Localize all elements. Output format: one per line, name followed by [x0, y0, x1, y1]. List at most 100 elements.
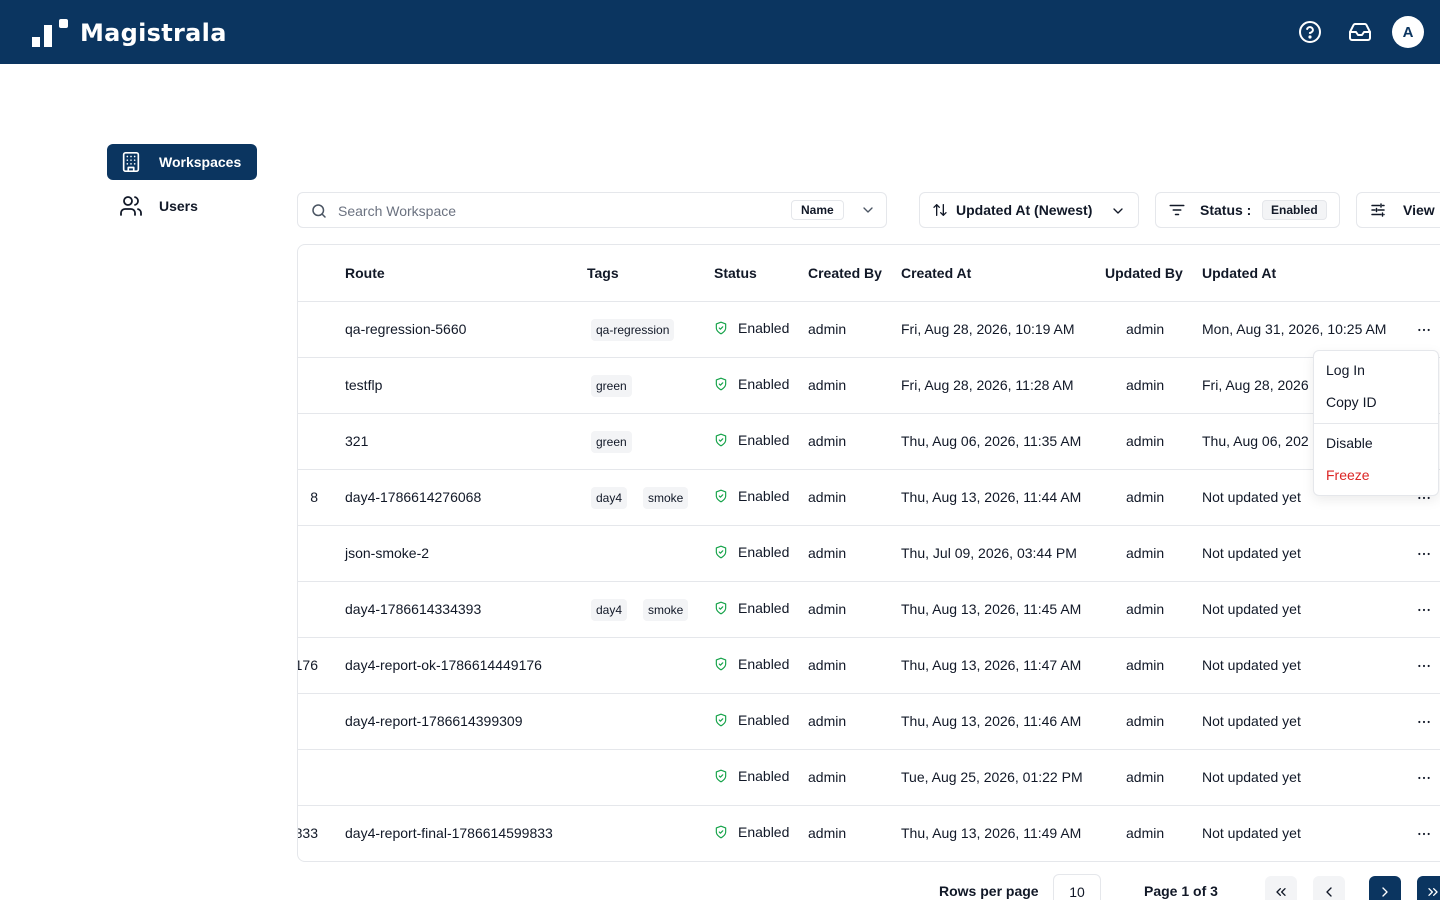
first-page-button[interactable]	[1265, 876, 1297, 900]
next-page-button[interactable]	[1369, 876, 1401, 900]
table-row[interactable]: qa-regression-5660 qa-regression Enabled ad…	[298, 302, 1440, 358]
inbox-icon[interactable]	[1348, 20, 1372, 44]
status-filter-button[interactable]: Status : Enabled	[1155, 192, 1340, 228]
more-actions-icon[interactable]	[1414, 656, 1434, 676]
route-cell: day4-1786614334393	[345, 601, 482, 617]
menu-item-disable[interactable]: Disable	[1326, 435, 1373, 451]
created-by-cell: admin	[808, 601, 847, 617]
view-options-button[interactable]: View	[1356, 192, 1440, 228]
column-header-updated-at[interactable]: Updated At	[1202, 265, 1277, 281]
status-cell: Enabled	[714, 824, 789, 840]
table-row[interactable]: day4-1786614334393 day4 smoke Enabled admin T…	[298, 582, 1440, 638]
menu-item-freeze[interactable]: Freeze	[1326, 467, 1370, 483]
tag-badge: green	[591, 431, 632, 453]
status-cell: Enabled	[714, 320, 789, 336]
status-text: Enabled	[738, 376, 790, 392]
shield-check-icon	[714, 489, 728, 503]
search-placeholder: Search Workspace	[338, 203, 457, 219]
row-actions-menu: Log In Copy ID Disable Freeze	[1313, 350, 1439, 496]
status-cell: Enabled	[714, 712, 789, 728]
created-at-cell: Thu, Aug 06, 2026, 11:35 AM	[901, 433, 1082, 449]
shield-check-icon	[714, 825, 728, 839]
route-cell: qa-regression-5660	[345, 321, 467, 337]
menu-item-log-in[interactable]: Log In	[1326, 362, 1365, 378]
created-by-cell: admin	[808, 433, 847, 449]
table-row[interactable]: 9833 day4-report-final-1786614599833 Enabl…	[298, 806, 1440, 861]
help-circle-icon[interactable]	[1298, 20, 1322, 44]
shield-check-icon	[714, 433, 728, 447]
rows-per-page-select[interactable]: 10	[1053, 874, 1101, 900]
column-header-status[interactable]: Status	[714, 265, 757, 281]
logo-mark-icon	[32, 19, 68, 47]
table-row[interactable]: day4-report-1786614399309 Enabled admin Thu…	[298, 694, 1440, 750]
workspaces-table: Route Tags Status Created By Created At …	[297, 244, 1440, 862]
status-text: Enabled	[738, 320, 790, 336]
more-actions-icon[interactable]	[1414, 600, 1434, 620]
search-input[interactable]: Search Workspace Name	[297, 192, 887, 228]
created-by-cell: admin	[808, 489, 847, 505]
table-row[interactable]: 176 day4-report-ok-1786614449176 Enabled ad…	[298, 638, 1440, 694]
route-cell: testflp	[345, 377, 383, 393]
page-info: Page 1 of 3	[1144, 883, 1218, 899]
table-header: Route Tags Status Created By Created At …	[298, 245, 1440, 302]
app-name: Magistrala	[80, 19, 227, 47]
tag-badge: smoke	[643, 599, 689, 621]
shield-check-icon	[714, 601, 728, 615]
created-by-cell: admin	[808, 321, 847, 337]
shield-check-icon	[714, 377, 728, 391]
updated-by-cell: admin	[1126, 601, 1165, 617]
created-at-cell: Thu, Aug 13, 2026, 11:45 AM	[901, 601, 1082, 617]
table-row[interactable]: testflp green Enabled admin Fri, Aug 28, 202…	[298, 358, 1440, 414]
status-cell: Enabled	[714, 432, 789, 448]
created-by-cell: admin	[808, 657, 847, 673]
previous-page-button[interactable]	[1313, 876, 1345, 900]
column-header-updated-by[interactable]: Updated By	[1105, 265, 1183, 281]
filter-lines-icon	[1168, 201, 1186, 219]
more-actions-icon[interactable]	[1414, 712, 1434, 732]
status-filter-label: Status :	[1200, 202, 1252, 218]
status-text: Enabled	[738, 656, 790, 672]
sliders-icon	[1369, 201, 1387, 219]
created-at-cell: Thu, Aug 13, 2026, 11:49 AM	[901, 825, 1082, 841]
sidebar-item-users[interactable]: Users	[107, 188, 257, 224]
updated-at-cell: Not updated yet	[1202, 825, 1301, 841]
table-row[interactable]: 8 day4-1786614276068 day4 smoke Enabled admin…	[298, 470, 1440, 526]
created-by-cell: admin	[808, 825, 847, 841]
user-avatar[interactable]: A	[1392, 16, 1424, 48]
column-header-created-at[interactable]: Created At	[901, 265, 972, 281]
last-page-button[interactable]	[1417, 876, 1440, 900]
chevron-down-icon[interactable]	[860, 202, 876, 221]
updated-by-cell: admin	[1126, 433, 1165, 449]
tag-badge: day4	[591, 599, 628, 621]
table-row[interactable]: 321 green Enabled admin Thu, Aug 06, 2026, 1…	[298, 414, 1440, 470]
more-actions-icon[interactable]	[1414, 824, 1434, 844]
top-navbar: Magistrala A	[0, 0, 1440, 64]
menu-item-copy-id[interactable]: Copy ID	[1326, 394, 1377, 410]
updated-by-cell: admin	[1126, 769, 1165, 785]
more-actions-icon[interactable]	[1414, 320, 1434, 340]
more-actions-icon[interactable]	[1414, 768, 1434, 788]
shield-check-icon	[714, 713, 728, 727]
sort-label: Updated At (Newest)	[956, 202, 1093, 218]
status-text: Enabled	[738, 600, 790, 616]
table-row[interactable]: json-smoke-2 Enabled admin Thu, Jul 09, 202…	[298, 526, 1440, 582]
sort-button[interactable]: Updated At (Newest)	[919, 192, 1139, 228]
tag-badge: smoke	[643, 487, 689, 509]
created-at-cell: Thu, Aug 13, 2026, 11:47 AM	[901, 657, 1082, 673]
route-cell: day4-1786614276068	[345, 489, 482, 505]
sidebar-item-workspaces[interactable]: Workspaces	[107, 144, 257, 180]
route-cell: day4-report-final-1786614599833	[345, 825, 553, 841]
table-row[interactable]: Enabled admin Tue, Aug 25, 2026, 01:22 PM a…	[298, 750, 1440, 806]
tag-badge: green	[591, 375, 632, 397]
search-field-select[interactable]: Name	[791, 200, 844, 220]
route-cell: json-smoke-2	[345, 545, 430, 561]
app-logo[interactable]: Magistrala	[32, 19, 227, 47]
updated-at-cell: Not updated yet	[1202, 713, 1301, 729]
more-actions-icon[interactable]	[1414, 488, 1434, 508]
created-at-cell: Thu, Jul 09, 2026, 03:44 PM	[901, 545, 1077, 561]
column-header-created-by[interactable]: Created By	[808, 265, 882, 281]
column-header-route[interactable]: Route	[345, 265, 385, 281]
more-actions-icon[interactable]	[1414, 544, 1434, 564]
column-header-tags[interactable]: Tags	[587, 265, 619, 281]
updated-by-cell: admin	[1126, 657, 1165, 673]
